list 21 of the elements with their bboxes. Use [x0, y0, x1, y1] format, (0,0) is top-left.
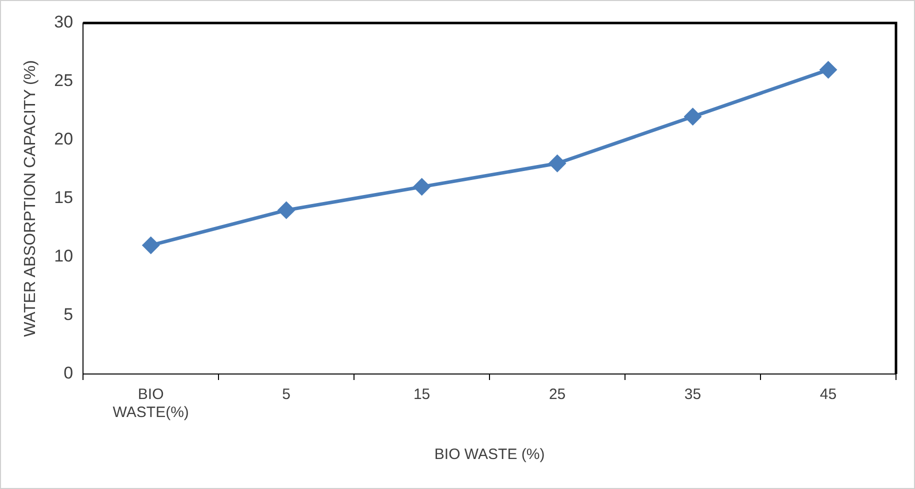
y-tick-label: 30	[54, 12, 74, 32]
point	[684, 108, 702, 125]
x-tick-label: 15	[413, 386, 430, 404]
y-tick-label: 5	[64, 305, 74, 324]
point	[278, 202, 295, 218]
y-axis-title: WATER ABSORPTION CAPACITY (%)	[22, 60, 40, 337]
x-tick-label: BIO WASTE(%)	[112, 386, 189, 422]
point	[142, 237, 160, 254]
y-tick-label: 20	[54, 130, 74, 149]
point	[549, 155, 566, 172]
point	[414, 178, 430, 196]
y-tick-label: 0	[64, 364, 74, 383]
x-tick-label: 5	[282, 386, 291, 404]
point	[820, 62, 837, 78]
y-tick-label: 15	[54, 188, 74, 208]
x-tick-label: 45	[820, 386, 837, 404]
x-tick-label: 25	[548, 386, 566, 404]
x-tick-label: 35	[684, 386, 702, 404]
y-tick-label: 10	[54, 246, 74, 266]
x-axis-title: BIO WASTE (%)	[434, 446, 545, 464]
y-tick-label: 25	[54, 71, 74, 90]
